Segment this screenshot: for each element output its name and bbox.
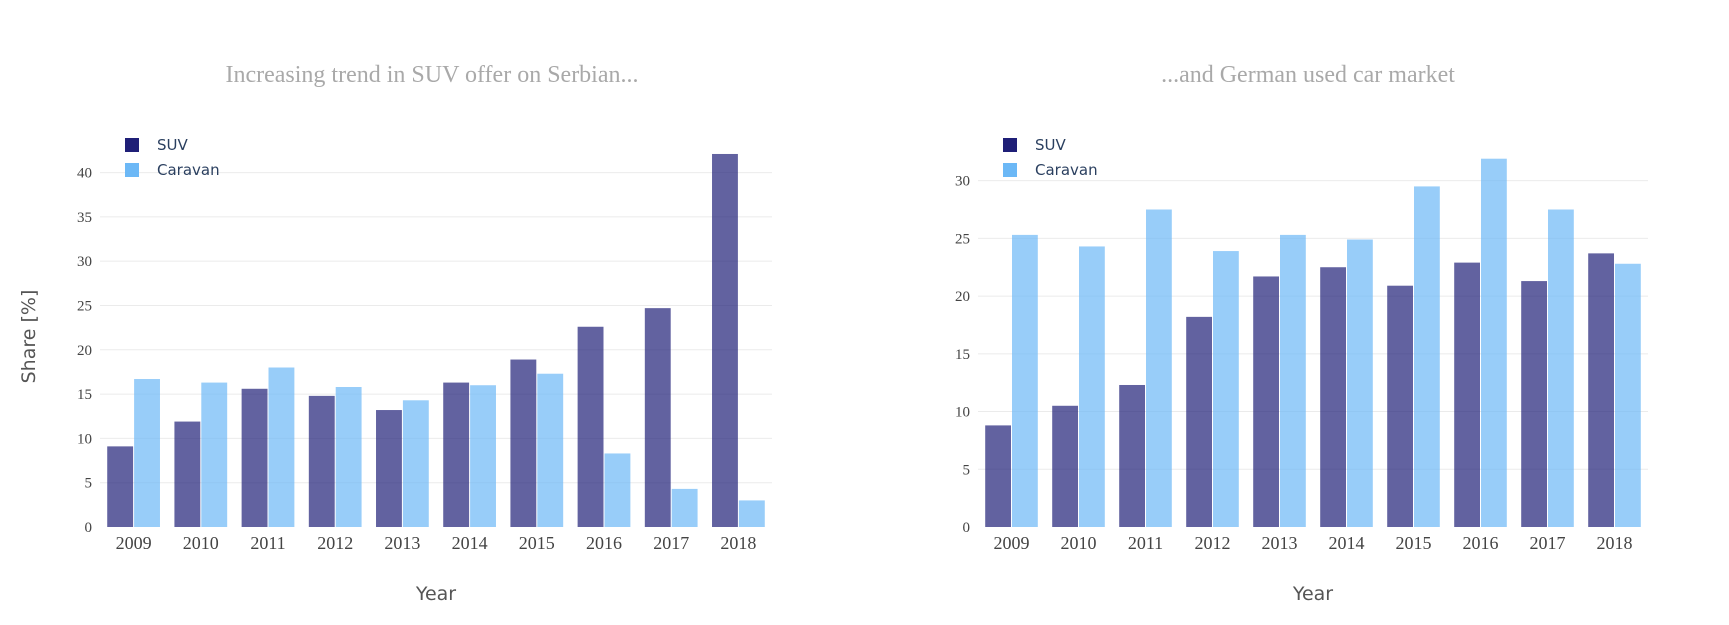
bar-suv-2014 bbox=[1320, 267, 1346, 527]
bar-caravan-2009 bbox=[1012, 234, 1038, 527]
bar-caravan-2014 bbox=[470, 385, 496, 527]
y-tick-label: 30 bbox=[77, 254, 92, 270]
chart-title: Increasing trend in SUV offer on Serbian… bbox=[225, 62, 638, 88]
bar-suv-2018 bbox=[712, 153, 738, 527]
x-tick-label: 2015 bbox=[519, 533, 555, 553]
y-axis-title: Share [%] bbox=[18, 290, 40, 384]
x-tick-label: 2011 bbox=[1128, 533, 1163, 553]
x-tick-label: 2014 bbox=[1329, 533, 1365, 553]
x-tick-label: 2018 bbox=[1597, 533, 1633, 553]
x-tick-label: 2009 bbox=[116, 533, 152, 553]
y-tick-label: 10 bbox=[77, 431, 92, 447]
bar-suv-2018 bbox=[1588, 253, 1614, 527]
legend-label-caravan[interactable]: Caravan bbox=[1035, 161, 1098, 179]
bar-caravan-2017 bbox=[1548, 209, 1574, 527]
bar-suv-2016 bbox=[1454, 262, 1480, 527]
bar-caravan-2012 bbox=[335, 387, 362, 527]
bar-suv-2015 bbox=[510, 359, 537, 527]
x-tick-label: 2016 bbox=[586, 533, 622, 553]
y-tick-label: 15 bbox=[77, 387, 92, 403]
bar-caravan-2013 bbox=[1280, 234, 1306, 527]
legend-swatch-caravan[interactable] bbox=[1003, 163, 1017, 177]
x-axis-title: Year bbox=[415, 583, 456, 605]
bar-suv-2014 bbox=[443, 382, 470, 527]
bar-suv-2011 bbox=[241, 388, 268, 527]
x-tick-label: 2013 bbox=[1262, 533, 1298, 553]
y-tick-label: 5 bbox=[963, 462, 971, 478]
bar-suv-2009 bbox=[107, 446, 134, 527]
y-tick-label: 5 bbox=[85, 476, 93, 492]
bar-caravan-2016 bbox=[1481, 158, 1507, 527]
legend-label-suv[interactable]: SUV bbox=[157, 136, 189, 154]
chart-panel-2: 0 5 10 15 20 25 30 2009 2010 2011 2012 2013 2014 2015… bbox=[955, 62, 1648, 605]
x-tick-label: 2016 bbox=[1463, 533, 1499, 553]
bar-suv-2013 bbox=[376, 410, 402, 527]
bar-caravan-2015 bbox=[537, 373, 564, 527]
legend-label-caravan[interactable]: Caravan bbox=[157, 161, 220, 179]
bar-caravan-2015 bbox=[1414, 186, 1440, 527]
bar-caravan-2014 bbox=[1347, 239, 1373, 527]
legend-swatch-caravan[interactable] bbox=[125, 163, 139, 177]
x-tick-label: 2013 bbox=[384, 533, 420, 553]
x-tick-label: 2015 bbox=[1396, 533, 1432, 553]
bar-suv-2017 bbox=[644, 308, 671, 527]
bar-suv-2016 bbox=[577, 326, 604, 527]
x-tick-label: 2009 bbox=[994, 533, 1030, 553]
bar-suv-2012 bbox=[1186, 316, 1212, 527]
x-tick-label: 2010 bbox=[1061, 533, 1097, 553]
x-axis-title: Year bbox=[1292, 583, 1333, 605]
bar-suv-2015 bbox=[1387, 285, 1413, 527]
x-tick-label: 2012 bbox=[1195, 533, 1231, 553]
bar-caravan-2009 bbox=[134, 379, 160, 527]
bar-caravan-2013 bbox=[402, 400, 429, 527]
x-tick-label: 2018 bbox=[720, 533, 756, 553]
legend-label-suv[interactable]: SUV bbox=[1035, 136, 1067, 154]
y-tick-label: 40 bbox=[77, 166, 92, 182]
bar-caravan-2018 bbox=[738, 500, 765, 527]
x-tick-label: 2017 bbox=[653, 533, 689, 553]
x-tick-label: 2011 bbox=[250, 533, 285, 553]
bar-suv-2017 bbox=[1521, 281, 1547, 527]
x-tick-label: 2014 bbox=[452, 533, 488, 553]
bar-caravan-2011 bbox=[1146, 209, 1172, 527]
y-tick-label: 35 bbox=[77, 210, 92, 226]
bar-caravan-2016 bbox=[604, 453, 631, 527]
y-tick-label: 15 bbox=[955, 347, 970, 363]
legend-swatch-suv[interactable] bbox=[125, 138, 139, 152]
y-tick-label: 20 bbox=[955, 289, 970, 305]
x-tick-label: 2017 bbox=[1530, 533, 1566, 553]
y-tick-label: 0 bbox=[963, 520, 971, 536]
bar-caravan-2017 bbox=[671, 488, 698, 527]
x-tick-label: 2010 bbox=[183, 533, 219, 553]
bar-caravan-2010 bbox=[1079, 246, 1105, 528]
bar-suv-2010 bbox=[174, 421, 201, 527]
x-tick-label: 2012 bbox=[317, 533, 353, 553]
y-tick-label: 25 bbox=[77, 298, 92, 314]
y-tick-label: 10 bbox=[955, 405, 970, 421]
bar-suv-2011 bbox=[1119, 384, 1145, 527]
bar-suv-2009 bbox=[985, 425, 1011, 527]
legend-swatch-suv[interactable] bbox=[1003, 138, 1017, 152]
bar-caravan-2012 bbox=[1213, 251, 1239, 527]
y-tick-label: 20 bbox=[77, 343, 92, 359]
bar-caravan-2018 bbox=[1615, 263, 1641, 527]
bar-suv-2012 bbox=[308, 395, 335, 527]
bar-caravan-2010 bbox=[201, 382, 228, 527]
chart-panel-1: 0 5 10 15 20 25 30 35 40 2009 2010 2011 2012 2013 2014… bbox=[18, 62, 772, 605]
chart-title: ...and German used car market bbox=[1161, 62, 1455, 88]
y-tick-label: 0 bbox=[85, 520, 93, 536]
y-tick-label: 30 bbox=[955, 174, 970, 190]
bar-suv-2013 bbox=[1253, 276, 1279, 527]
bar-caravan-2011 bbox=[268, 367, 295, 527]
y-tick-label: 25 bbox=[955, 231, 970, 247]
bar-suv-2010 bbox=[1052, 405, 1078, 527]
